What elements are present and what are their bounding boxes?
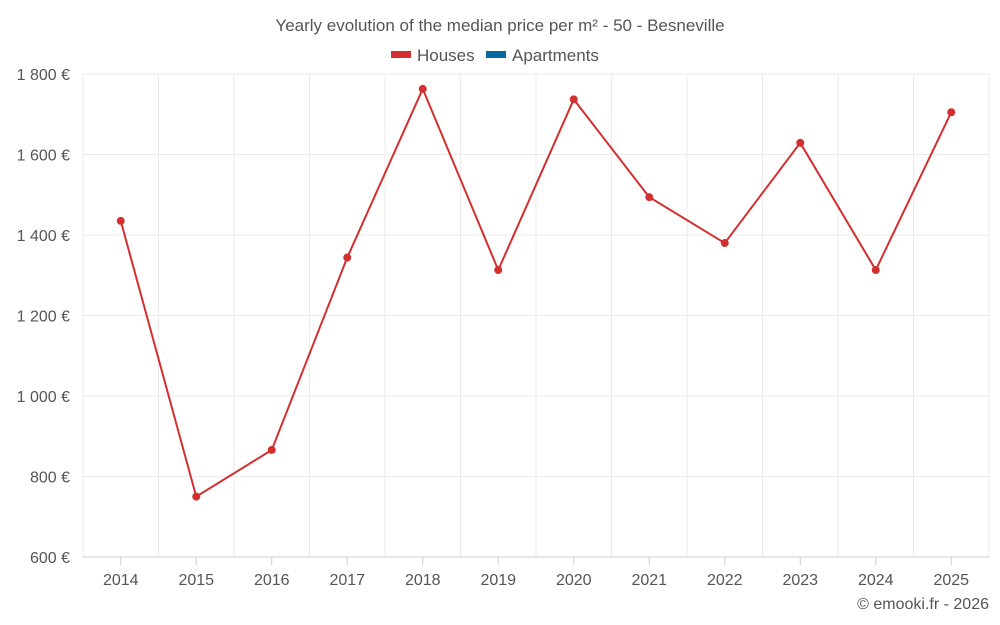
x-tick-label: 2015 <box>178 572 214 589</box>
y-tick-label: 1 800 € <box>17 67 70 84</box>
legend: Houses Apartments <box>391 46 599 65</box>
y-tick-label: 1 400 € <box>17 228 70 245</box>
credit-text: © emooki.fr - 2026 <box>857 596 989 613</box>
data-point-houses-2025[interactable] <box>947 108 956 117</box>
legend-label-houses: Houses <box>417 46 475 65</box>
y-tick-label: 600 € <box>30 550 70 567</box>
y-tick-label: 1 200 € <box>17 309 70 326</box>
x-tick-label: 2019 <box>480 572 516 589</box>
y-tick-label: 800 € <box>30 470 70 487</box>
x-tick-label: 2016 <box>254 572 290 589</box>
y-tick-label: 1 000 € <box>17 389 70 406</box>
data-point-houses-2022[interactable] <box>720 239 729 248</box>
legend-swatch-apartments <box>486 51 506 58</box>
chart-title: Yearly evolution of the median price per… <box>275 16 724 35</box>
data-point-houses-2015[interactable] <box>192 492 201 501</box>
legend-swatch-houses <box>391 51 411 58</box>
series-houses <box>116 84 956 501</box>
data-point-houses-2023[interactable] <box>796 138 805 147</box>
data-point-houses-2016[interactable] <box>267 445 276 454</box>
x-tick-label: 2014 <box>103 572 139 589</box>
data-point-houses-2019[interactable] <box>494 266 503 275</box>
data-point-houses-2020[interactable] <box>569 95 578 104</box>
x-axis-ticks: 2014 2015 2016 2017 2018 2019 2020 2021 2022 2023… <box>103 557 969 589</box>
x-tick-label: 2017 <box>329 572 365 589</box>
x-tick-label: 2024 <box>858 572 894 589</box>
legend-item-apartments[interactable]: Apartments <box>486 46 599 65</box>
data-point-houses-2014[interactable] <box>116 216 125 225</box>
series-line-houses <box>119 86 953 499</box>
x-tick-label: 2023 <box>782 572 818 589</box>
data-point-houses-2017[interactable] <box>343 253 352 262</box>
data-point-houses-2024[interactable] <box>871 266 880 275</box>
x-tick-label: 2020 <box>556 572 592 589</box>
legend-item-houses[interactable]: Houses <box>391 46 475 65</box>
y-tick-label: 1 600 € <box>17 148 70 165</box>
x-tick-label: 2022 <box>707 572 743 589</box>
x-tick-label: 2021 <box>631 572 667 589</box>
legend-label-apartments: Apartments <box>512 46 599 65</box>
data-point-houses-2021[interactable] <box>645 193 654 202</box>
x-tick-label: 2018 <box>405 572 441 589</box>
y-axis-ticks: 600 € 800 € 1 000 € 1 200 € 1 400 € 1 600 € 1 … <box>17 67 70 567</box>
x-tick-label: 2025 <box>933 572 969 589</box>
data-point-houses-2018[interactable] <box>418 84 427 93</box>
